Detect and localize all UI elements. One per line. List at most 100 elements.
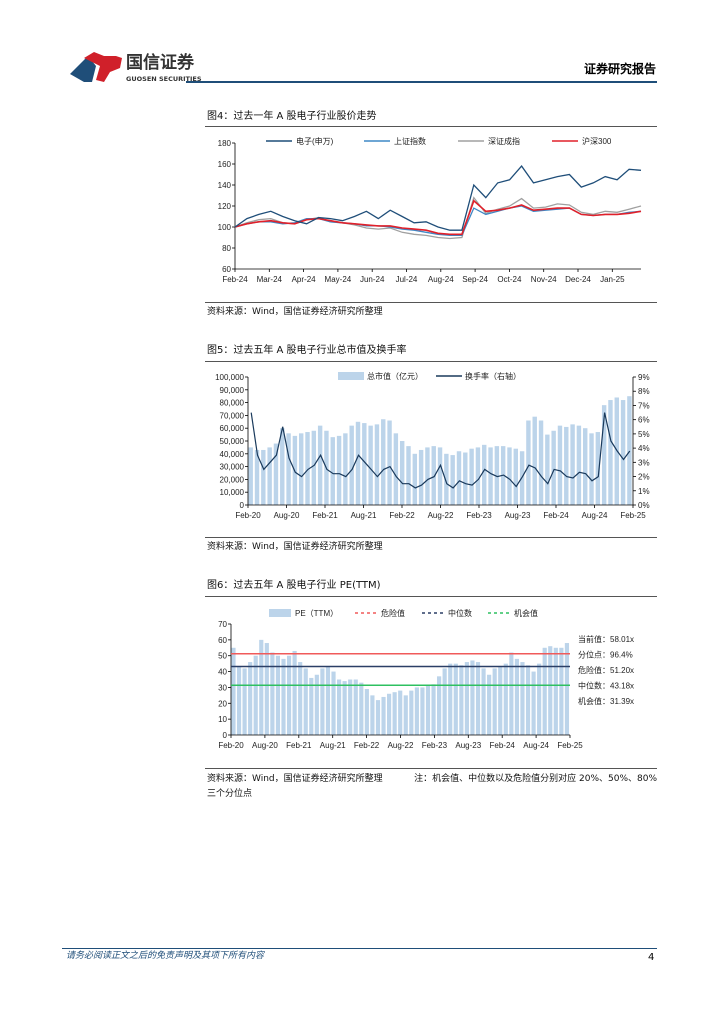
fig5-source: 资料来源：Wind，国信证券经济研究所整理 <box>207 542 383 552</box>
market-cap-bar <box>551 430 556 505</box>
x-tick-label: Aug-24 <box>428 275 454 284</box>
y-tick-label: 0 <box>223 731 228 740</box>
pe-bar <box>242 668 247 735</box>
market-cap-bar <box>355 421 361 505</box>
market-cap-bar <box>412 453 418 505</box>
pe-bar <box>437 676 442 735</box>
pe-bar <box>336 679 342 735</box>
market-cap-bar <box>475 447 481 505</box>
fig6-title: 图6：过去五年 A 股电子行业 PE(TTM) <box>207 580 381 591</box>
x-tick-label: Aug-22 <box>388 741 414 750</box>
pe-bar <box>353 679 358 735</box>
pe-bar <box>431 684 436 735</box>
y2-tick-label: 7% <box>638 401 650 410</box>
market-cap-bar <box>368 425 373 505</box>
pe-bar <box>492 668 497 735</box>
pe-bar <box>292 650 297 735</box>
pe-bar <box>387 693 392 735</box>
pe-bar <box>236 666 242 735</box>
x-tick-label: Feb-22 <box>389 511 415 520</box>
market-cap-bar <box>399 441 405 505</box>
market-cap-bar <box>406 446 411 505</box>
market-cap-bar <box>564 426 569 505</box>
x-tick-label: Oct-24 <box>497 275 522 284</box>
fig6-note: 注：机会值、中位数以及危险值分别对应 20%、50%、80% <box>414 774 657 784</box>
series-line-0 <box>234 165 642 231</box>
logo-cn: 国信证券 <box>126 53 194 73</box>
fig4-source: 资料来源：Wind，国信证券经济研究所整理 <box>207 307 383 317</box>
market-cap-bar <box>298 433 304 505</box>
series-line-3 <box>234 199 642 236</box>
pe-bar <box>231 647 236 735</box>
market-cap-bar <box>456 451 462 505</box>
y-tick-label: 70,000 <box>220 411 245 420</box>
market-cap-bar <box>488 447 493 505</box>
y2-tick-label: 6% <box>638 416 650 425</box>
pe-bar <box>503 663 508 735</box>
pe-bar <box>270 652 275 735</box>
market-cap-bar <box>526 420 531 505</box>
legend-label: PE（TTM） <box>295 609 338 618</box>
pe-bar <box>392 692 397 735</box>
legend-label: 沪深300 <box>582 136 612 146</box>
y2-tick-label: 5% <box>638 430 650 439</box>
market-cap-bar <box>627 396 632 505</box>
pe-bar <box>253 655 258 735</box>
y-tick-label: 40 <box>218 668 227 677</box>
market-cap-bar <box>469 448 474 505</box>
guosen-logo-icon <box>70 52 122 82</box>
y2-tick-label: 0% <box>638 501 650 510</box>
x-tick-label: Aug-20 <box>274 511 300 520</box>
y2-tick-label: 8% <box>638 387 650 396</box>
x-tick-label: Aug-21 <box>320 741 346 750</box>
logo-en: GUOSEN SECURITIES <box>126 75 202 83</box>
pe-bar <box>470 660 475 735</box>
y-tick-label: 50 <box>218 652 227 661</box>
pe-bar <box>320 668 325 735</box>
x-tick-label: Sep-24 <box>462 275 488 284</box>
pe-bar <box>498 666 503 735</box>
divider <box>205 537 657 538</box>
pe-bar <box>537 663 542 735</box>
report-type: 证券研究报告 <box>583 62 656 76</box>
pe-bar <box>464 662 469 735</box>
turnover-line <box>250 412 631 489</box>
market-cap-bar <box>463 452 468 505</box>
pe-bar <box>264 643 269 735</box>
x-tick-label: Aug-22 <box>428 511 454 520</box>
divider <box>205 302 657 303</box>
market-cap-bar <box>393 433 399 505</box>
pe-bar <box>381 696 386 735</box>
x-tick-label: Feb-24 <box>490 741 516 750</box>
x-tick-label: Feb-20 <box>235 511 261 520</box>
x-tick-label: Jul-24 <box>396 275 418 284</box>
pe-bar <box>298 662 303 735</box>
x-tick-label: Feb-20 <box>218 741 244 750</box>
market-cap-bar <box>261 449 266 505</box>
fig5-chart: 0 10,000 20,000 30,000 40,000 50,000 60,000 70,… <box>215 371 650 520</box>
y-tick-label: 0 <box>240 501 245 510</box>
y2-tick-label: 1% <box>638 487 650 496</box>
divider <box>205 596 657 597</box>
market-cap-bar <box>336 435 342 505</box>
pe-annotation: 危险值：51.20x <box>578 665 634 675</box>
market-cap-bar <box>513 448 518 505</box>
pe-bar <box>309 677 314 735</box>
y-tick-label: 60 <box>218 636 227 645</box>
x-tick-label: Apr-24 <box>292 275 317 284</box>
x-tick-label: Nov-24 <box>531 275 557 284</box>
pe-bar <box>325 666 331 735</box>
pe-bar <box>420 687 425 735</box>
y-tick-label: 40,000 <box>220 450 245 459</box>
y2-tick-label: 2% <box>638 473 650 482</box>
y-tick-label: 80,000 <box>220 399 245 408</box>
market-cap-bar <box>589 433 594 505</box>
pe-bar <box>548 646 553 735</box>
market-cap-bar <box>570 424 575 505</box>
pe-bar <box>342 681 347 735</box>
y2-tick-label: 9% <box>638 373 650 382</box>
x-tick-label: Feb-25 <box>620 511 646 520</box>
pe-annotation: 当前值：58.01x <box>578 634 634 644</box>
market-cap-bar <box>450 455 455 505</box>
market-cap-bar <box>343 433 348 505</box>
